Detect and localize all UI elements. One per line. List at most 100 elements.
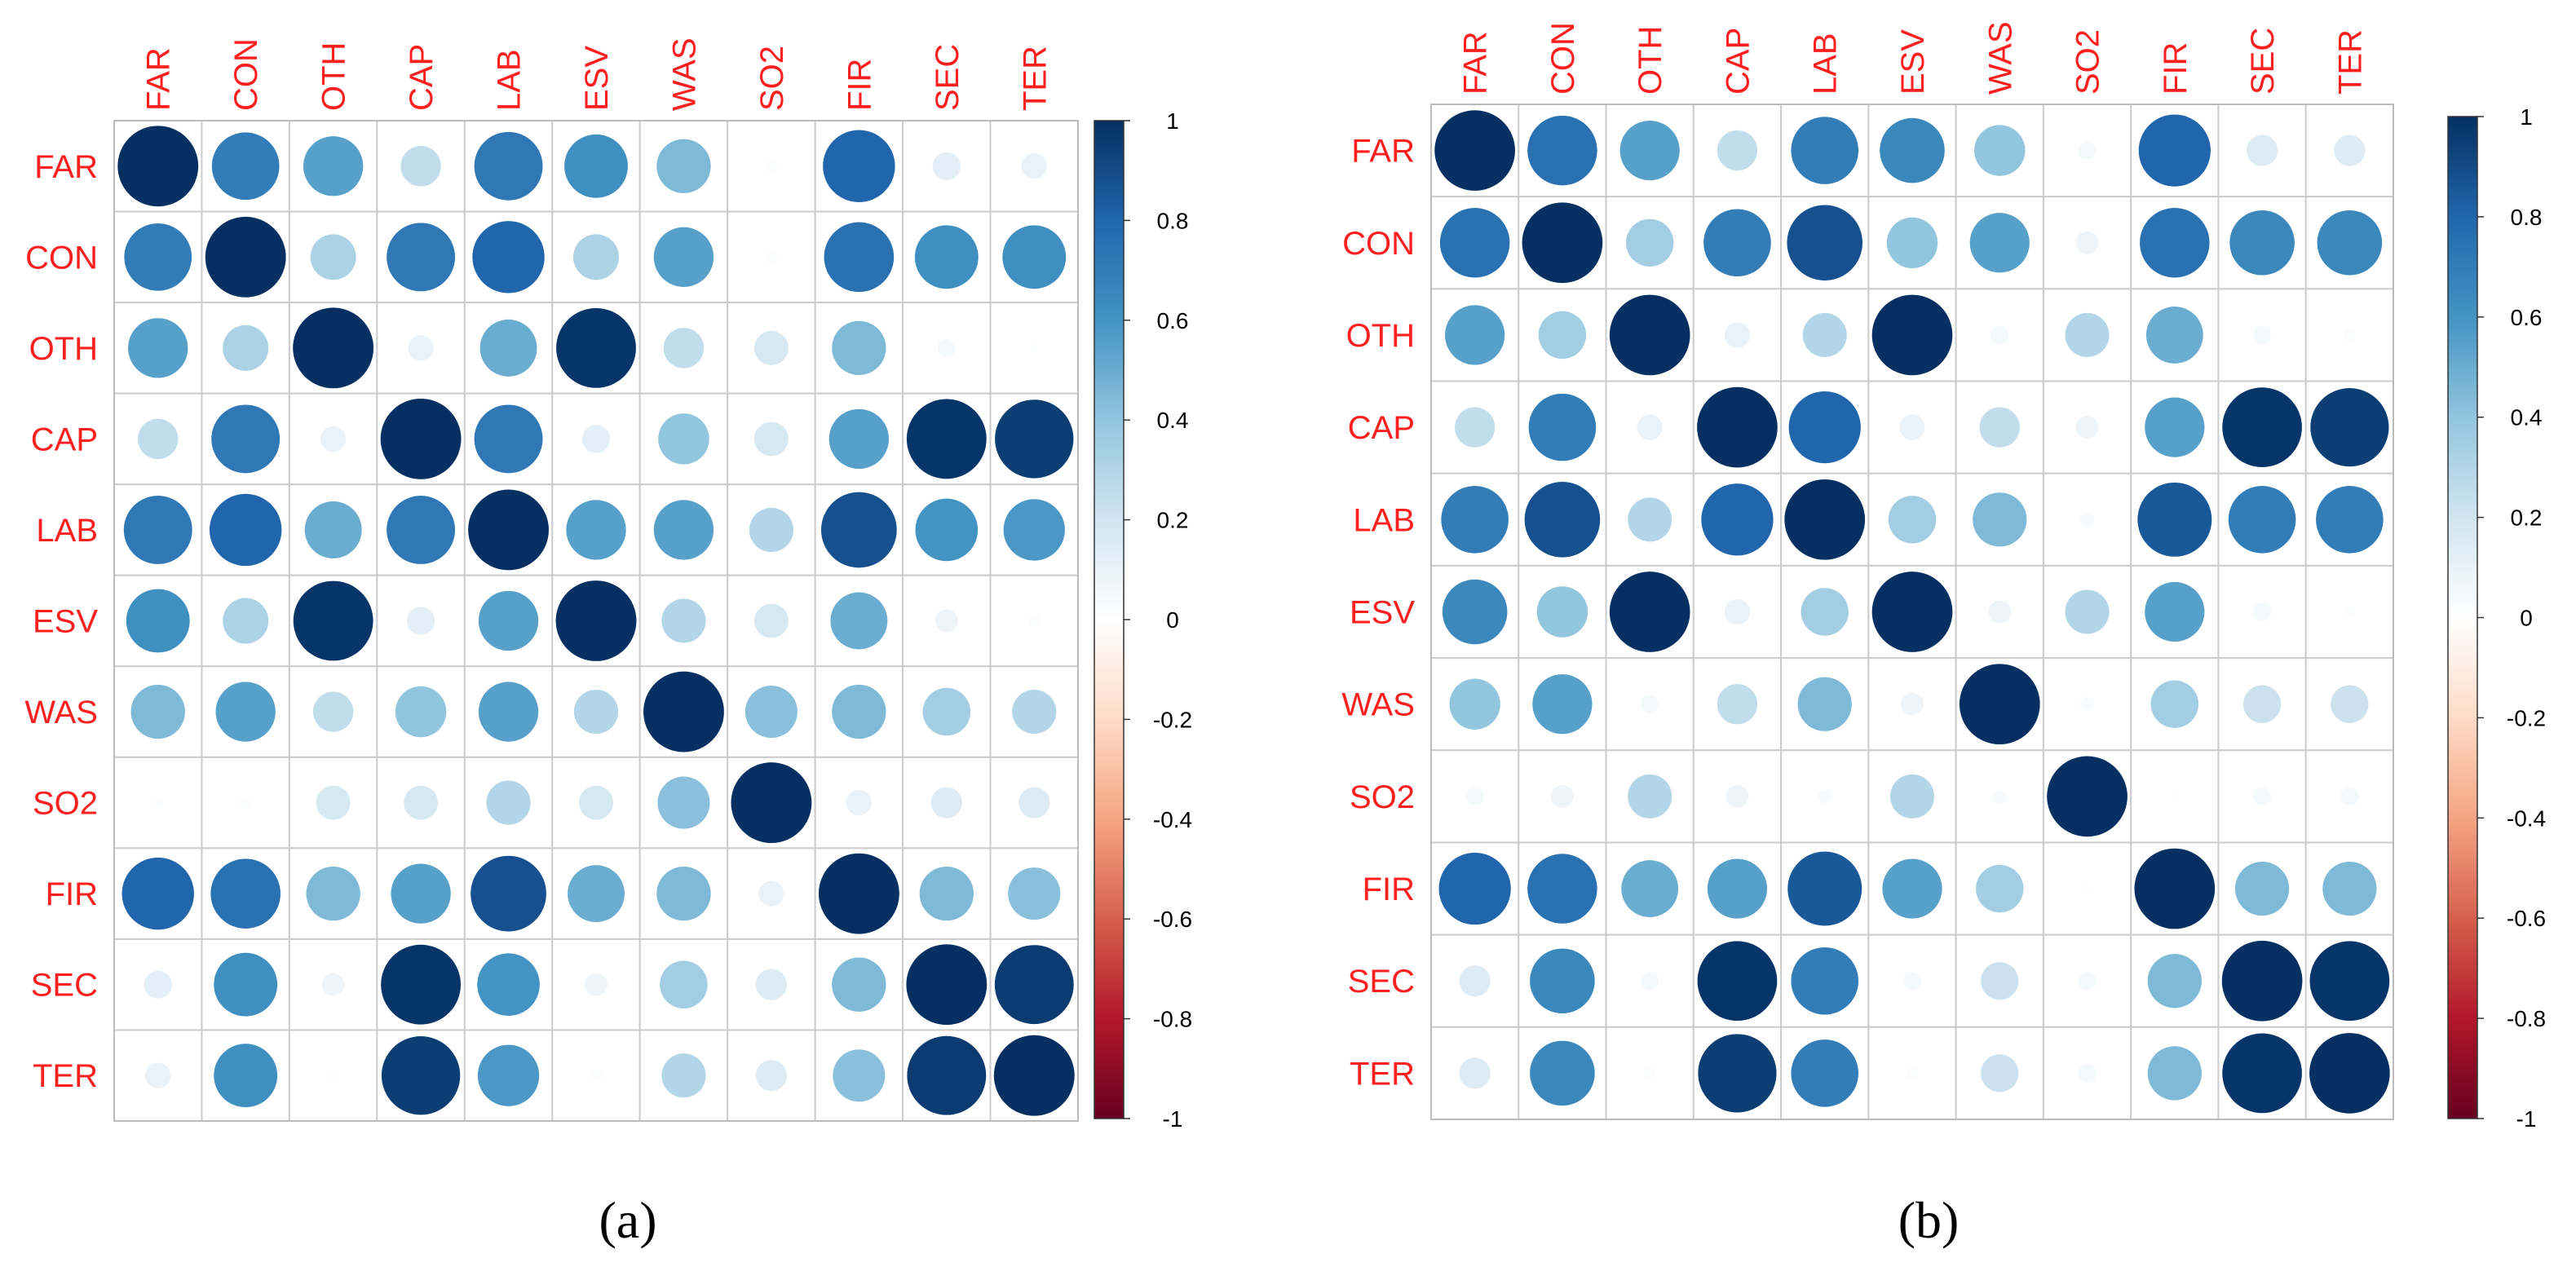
colorbar-tick-label: 0.4	[2511, 405, 2543, 430]
correlation-circle	[306, 866, 360, 921]
colorbar-tick-label: 0.6	[1157, 308, 1189, 333]
correlation-circle	[2228, 486, 2296, 554]
column-label: ESV	[1895, 29, 1931, 95]
correlation-circle	[478, 682, 539, 742]
row-label: FAR	[1351, 134, 1415, 170]
correlation-circle	[832, 320, 886, 376]
correlation-circle	[566, 500, 626, 560]
correlation-circle	[486, 780, 531, 825]
correlation-circle	[2221, 940, 2303, 1022]
correlation-circle	[1889, 774, 1935, 819]
correlation-circle	[316, 785, 351, 820]
correlation-circle	[209, 493, 282, 567]
colorbar-tick-label: -0.8	[1153, 1007, 1192, 1032]
correlation-circle	[2145, 307, 2203, 364]
correlation-circle	[1791, 117, 1859, 184]
colorbar-tick-label: -0.4	[1153, 807, 1192, 832]
correlation-circle	[919, 866, 974, 921]
correlation-circle	[1008, 867, 1061, 920]
correlation-circle	[205, 216, 286, 298]
correlation-circle	[400, 146, 441, 187]
correlation-circle	[1028, 615, 1041, 627]
correlation-circle	[1787, 205, 1863, 281]
column-label: ESV	[579, 46, 615, 111]
correlation-circle	[1959, 664, 2040, 745]
correlation-circle	[1625, 218, 1674, 267]
row-label: CAP	[1348, 410, 1415, 446]
row-label: WAS	[24, 695, 98, 730]
correlation-circle	[2344, 606, 2356, 618]
correlation-circle	[1801, 588, 1849, 636]
correlation-circle	[479, 319, 537, 377]
row-label: CAP	[31, 421, 98, 457]
correlation-circle	[1707, 858, 1768, 919]
correlation-circle	[660, 960, 708, 1008]
grid-cell	[551, 392, 641, 486]
correlation-circle	[658, 413, 709, 465]
row-label: CON	[1342, 226, 1415, 262]
colorbar-tick-label: 0.8	[1157, 208, 1189, 233]
correlation-circle	[2138, 114, 2211, 187]
column-label: TER	[2332, 29, 2368, 95]
correlation-circle	[2134, 848, 2216, 929]
correlation-circle	[1530, 948, 1595, 1014]
correlation-circle	[1791, 947, 1859, 1015]
correlation-circle	[468, 489, 549, 571]
correlation-circle	[663, 328, 705, 369]
colorbar-tick-label: 0.2	[2511, 505, 2543, 531]
correlation-circle	[1788, 391, 1861, 464]
correlation-circle	[2145, 397, 2205, 457]
row-label: OTH	[29, 331, 98, 367]
colorbar-tick-label: 1	[2520, 104, 2533, 130]
row-label: LAB	[1353, 502, 1415, 538]
correlation-circle	[2078, 1064, 2097, 1083]
correlation-circle	[1528, 393, 1597, 461]
correlation-circle	[210, 858, 281, 929]
correlation-circle	[1641, 695, 1659, 713]
column-label: TER	[1017, 46, 1053, 111]
correlation-circle	[1439, 208, 1510, 278]
correlation-circle	[1550, 784, 1574, 808]
correlation-circle	[1976, 864, 2024, 913]
correlation-circle	[832, 684, 886, 739]
correlation-circle	[755, 1060, 788, 1092]
correlation-circle	[472, 221, 545, 293]
panel-label: (b)	[1898, 1191, 1960, 1249]
grid-cell	[2042, 472, 2132, 567]
correlation-circle	[1697, 941, 1778, 1022]
colorbar-tick-label: 1	[1166, 108, 1179, 134]
correlation-circle	[579, 785, 613, 820]
column-label: WAS	[1982, 21, 2018, 95]
correlation-circle	[2079, 512, 2095, 527]
correlation-circle	[1012, 689, 1057, 735]
correlation-circle	[585, 973, 608, 996]
correlation-circle	[846, 789, 872, 816]
correlation-circle	[824, 222, 895, 293]
correlation-circle	[1882, 858, 1942, 919]
correlation-circle	[474, 131, 543, 201]
correlation-circle	[312, 691, 354, 732]
correlation-circle	[1871, 294, 1953, 376]
correlation-circle	[477, 953, 540, 1016]
correlation-circle	[1717, 130, 1758, 171]
column-label: CAP	[1720, 28, 1756, 95]
correlation-circle	[320, 426, 347, 452]
correlation-circle	[745, 686, 798, 739]
correlation-circle	[124, 223, 192, 291]
column-label: WAS	[666, 38, 702, 111]
colorbar	[1094, 120, 1125, 1119]
column-label: CON	[228, 38, 264, 111]
correlation-circle	[152, 797, 164, 809]
grid-cell	[2042, 564, 2132, 660]
row-label: ESV	[33, 604, 98, 640]
correlation-circle	[1988, 600, 2012, 624]
colorbar-tick-label: 0.2	[1157, 508, 1189, 533]
correlation-circle	[145, 1062, 171, 1088]
correlation-circle	[1445, 305, 1505, 365]
correlation-circle	[2145, 581, 2205, 642]
correlation-circle	[1527, 854, 1597, 924]
correlation-circle	[293, 580, 373, 661]
column-label: SO2	[754, 46, 790, 111]
correlation-circle	[1438, 852, 1511, 925]
